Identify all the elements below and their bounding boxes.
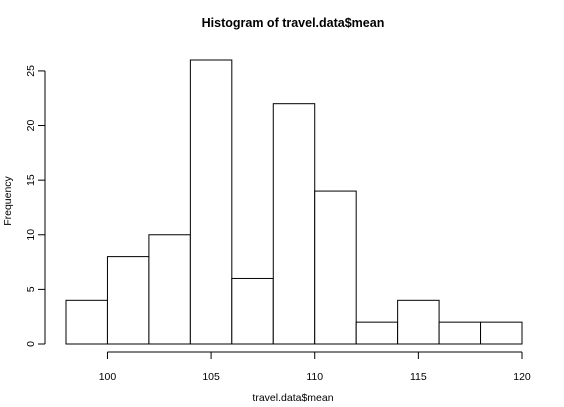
- x-axis-title: travel.data$mean: [252, 392, 333, 404]
- histogram-bar-7: [355, 321, 399, 345]
- y-axis: 0 5 10 15 20 25: [25, 65, 46, 347]
- histogram-bar-10: [480, 321, 523, 345]
- histogram-bar-2: [148, 234, 191, 345]
- x-tick-label: 100: [99, 371, 117, 383]
- histogram-bar-4: [231, 277, 274, 345]
- x-tick-label: 120: [513, 371, 531, 383]
- x-tick-label: 105: [202, 371, 220, 383]
- histogram-bar-6: [314, 190, 357, 345]
- y-tick-label: 0: [25, 341, 37, 347]
- x-axis: 100 105 110 115 120: [99, 351, 531, 383]
- y-tick-label: 15: [25, 174, 37, 186]
- histogram-bar-9: [438, 321, 482, 345]
- histogram-bar-5: [272, 103, 316, 345]
- y-axis-title: Frequency: [2, 175, 14, 225]
- x-tick-label: 115: [410, 371, 427, 383]
- y-tick-label: 5: [25, 286, 37, 292]
- histogram-bar-8: [397, 299, 440, 345]
- y-tick-label: 10: [25, 229, 37, 241]
- bars-group: [65, 59, 523, 345]
- histogram-bar-1: [106, 256, 150, 345]
- histogram-bar-3: [189, 59, 233, 345]
- histogram-bar-0: [65, 299, 108, 345]
- y-tick-label: 20: [25, 120, 37, 132]
- x-tick-label: 110: [306, 371, 323, 383]
- y-tick-label: 25: [25, 65, 37, 77]
- chart-title: Histogram of travel.data$mean: [202, 16, 385, 30]
